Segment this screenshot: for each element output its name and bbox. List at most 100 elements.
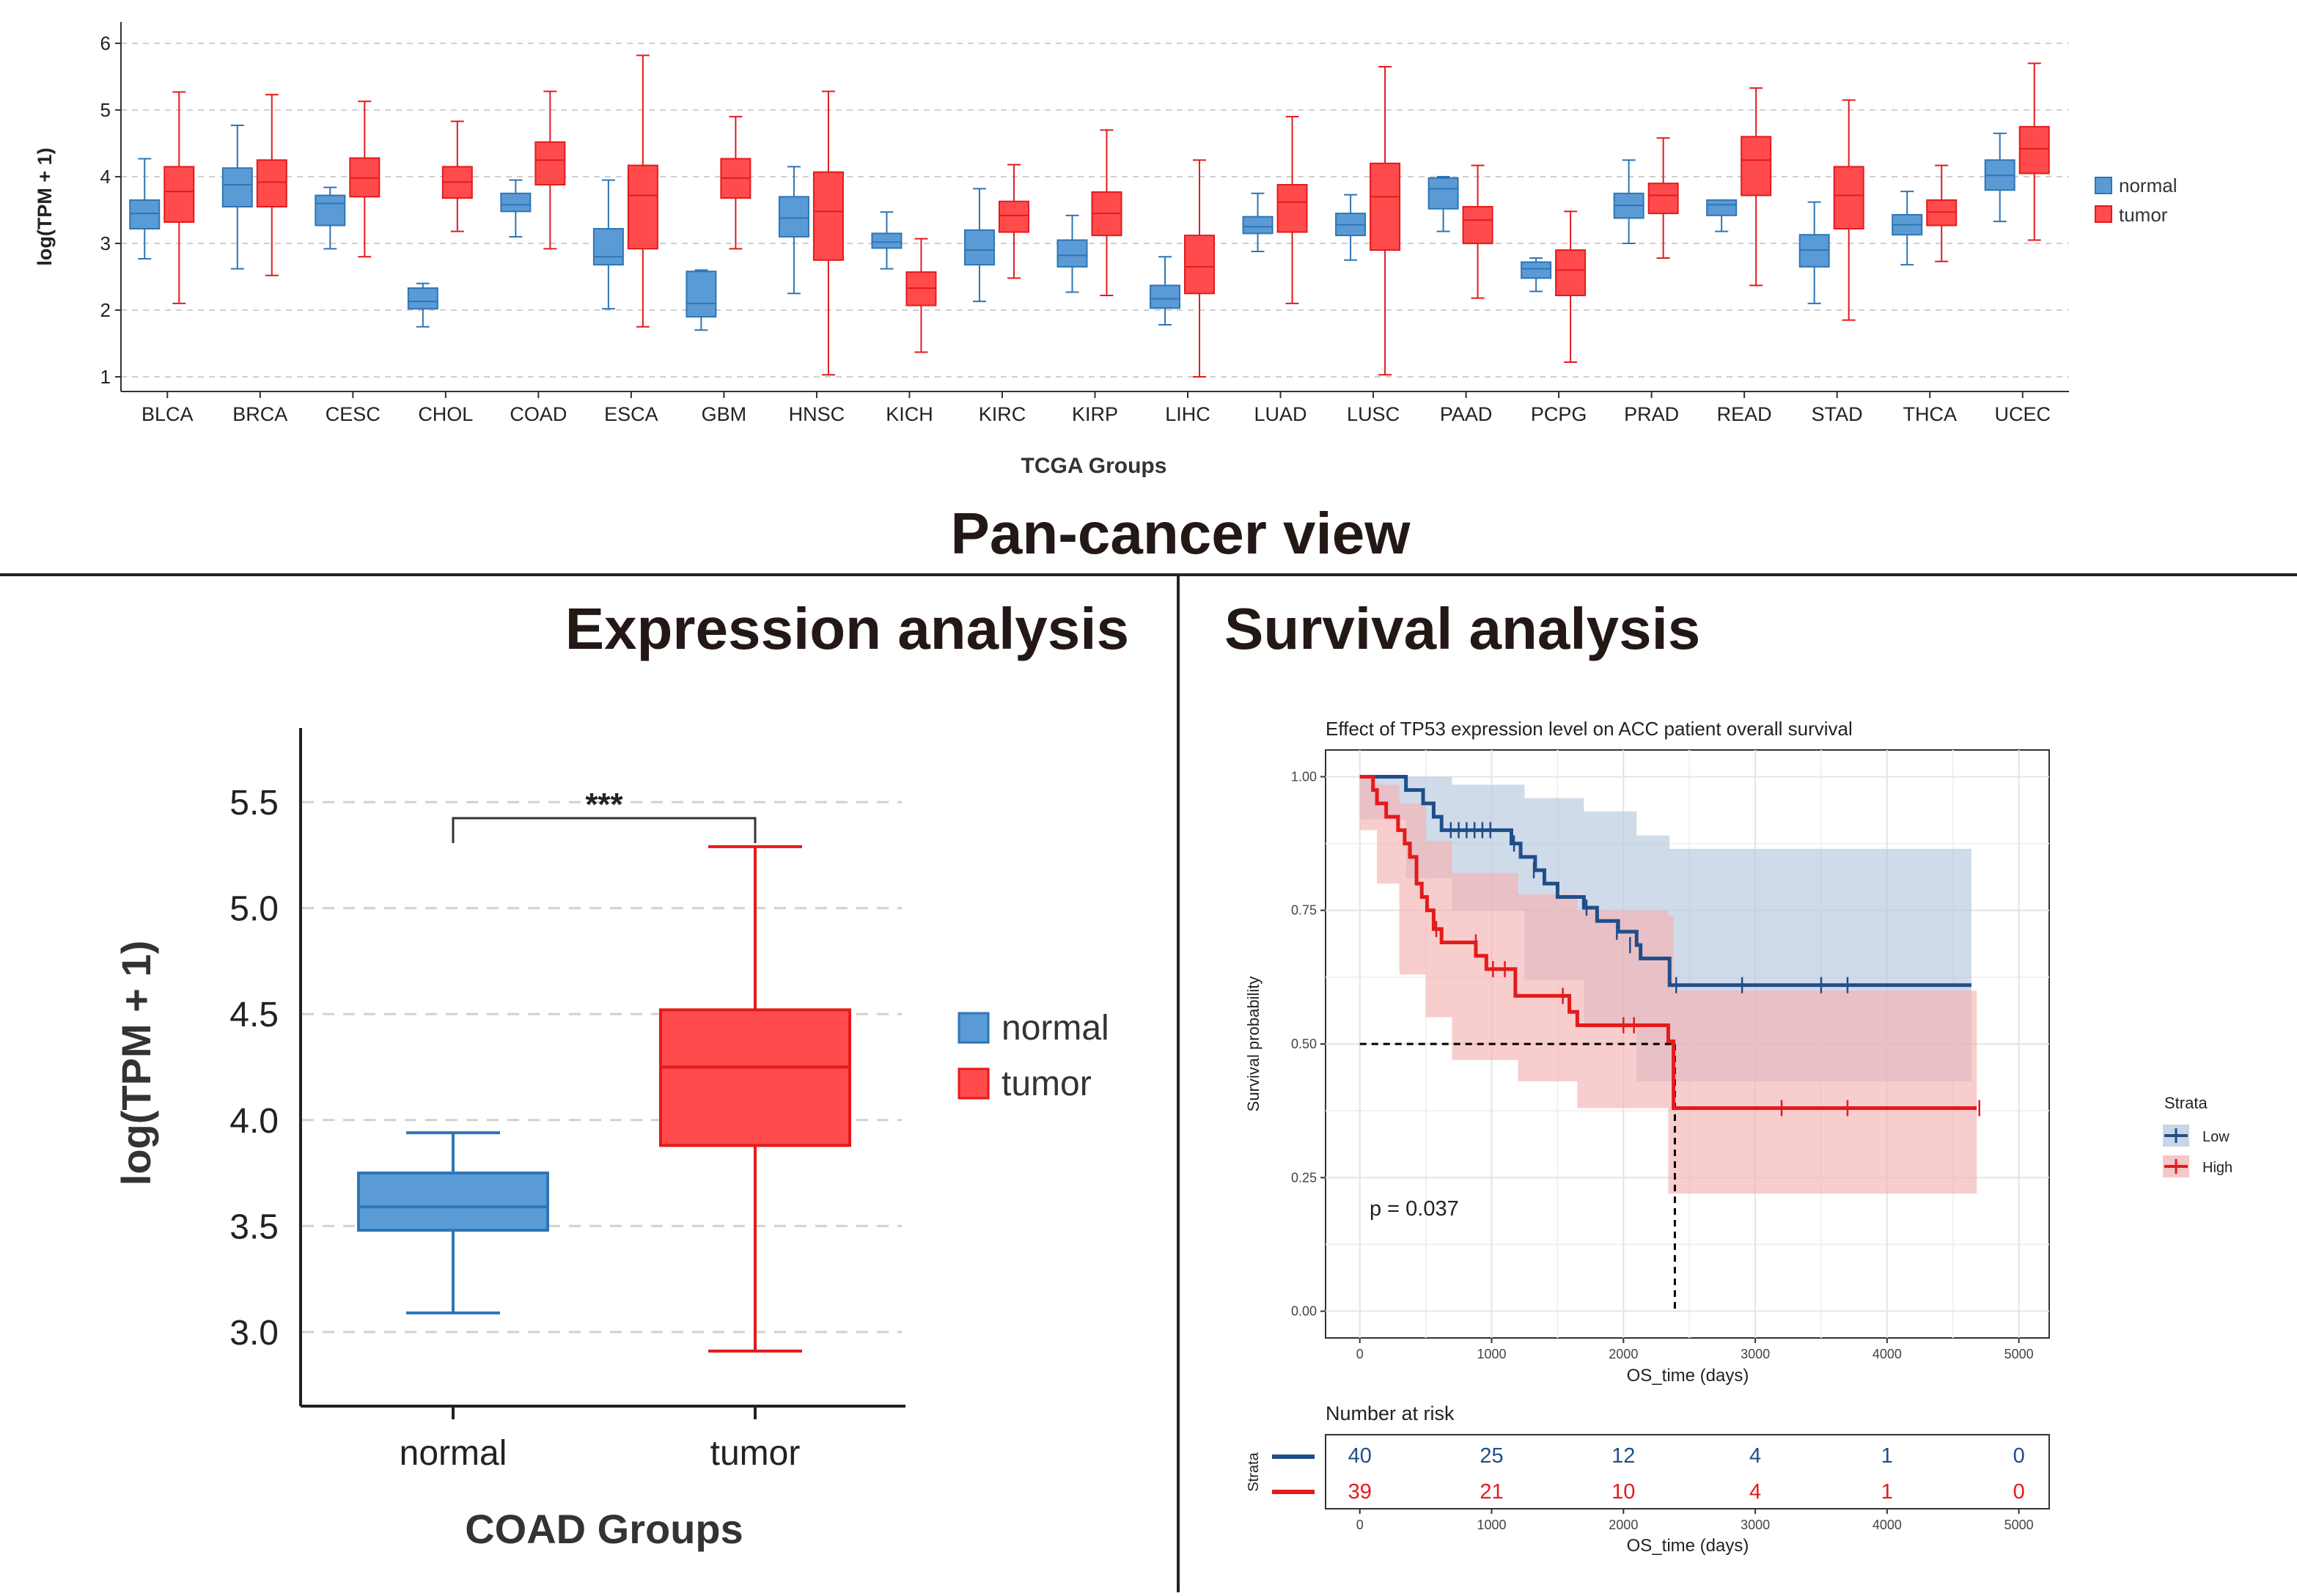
pan-cancer-x-ticks: BLCA BRCA CESC CHOL COAD ESCA GBM HNSC KICH KIRC K… [142,391,2051,425]
risk-x-tick-label: 1000 [1477,1518,1507,1532]
box-normal-kich-box [871,232,903,249]
coad-box-tumor [659,845,851,1353]
box-tumor-hnsc [812,90,844,376]
survival-x-tick-label: 5000 [2004,1347,2034,1361]
coad-x-axis-label: COAD Groups [465,1506,743,1552]
pan-cancer-y-tick-label: 2 [100,299,111,321]
box-tumor-brca-box [256,159,287,207]
pan-cancer-x-tick-label: BLCA [142,403,194,425]
box-normal-coad-box [500,192,532,213]
box-tumor-kich [905,238,937,353]
significance-bracket-line [452,817,757,843]
coad-y-tick-label: 3.0 [229,1314,279,1353]
box-normal-lihc [1150,256,1181,326]
box-tumor-brca [256,94,287,276]
box-normal-read [1706,199,1738,232]
box-normal-esca [592,179,624,310]
survival-curve-low [1359,774,1971,988]
box-tumor-kirc [998,163,1029,279]
legend-swatch-normal [2095,177,2112,194]
box-tumor-kirc-box [998,200,1029,233]
survival-y-tick-label: 1.00 [1291,769,1317,784]
pan-cancer-boxplot: 1 2 3 4 5 6 BLCA BRCA CESC CHOL COAD ESCA GBM HNSC KI… [34,22,2177,478]
risk-x-tick-label: 2000 [1609,1518,1638,1532]
box-tumor-blca-box [163,166,195,223]
box-normal-blca-box [129,199,161,230]
box-tumor-thca [1926,164,1958,262]
box-tumor-chol [441,120,473,232]
risk-x-tick-label: 0 [1356,1518,1364,1532]
risk-cell-high: 10 [1611,1480,1635,1504]
box-normal-hnsc [778,166,809,295]
risk-cell-high: 39 [1348,1480,1372,1504]
legend-label-tumor: tumor [2119,204,2168,226]
box-normal-lihc-box [1150,284,1181,309]
coad-box-normal [357,1131,549,1314]
box-normal-brca-box [221,167,253,207]
significance-bracket: *** [452,787,757,843]
risk-table-cells: 40 25 12 4 1 039 21 10 4 1 0 [1348,1444,2025,1504]
box-normal-luad-box [1242,216,1274,235]
coad-x-tick-label: normal [400,1434,507,1473]
expression-section-title: Expression analysis [565,596,1129,661]
coad-y-ticks: 3.0 3.5 4.0 4.5 5.0 5.5 [229,784,279,1353]
median-survival-lines [1359,1042,1676,1312]
box-tumor-ucec [2018,62,2050,241]
coad-y-tick-label: 4.5 [229,996,279,1034]
box-tumor-lihc-box [1184,235,1216,295]
survival-x-tick-label: 4000 [1872,1347,1902,1361]
survival-y-tick-label: 0.75 [1291,903,1317,918]
box-tumor-luad-box [1276,183,1308,233]
risk-x-tick-label: 3000 [1741,1518,1770,1532]
box-normal-kirp [1056,214,1088,293]
coad-x-tick-label: tumor [710,1434,801,1473]
box-normal-ucec [1984,132,2015,223]
box-tumor-read-box [1741,136,1772,196]
coad-box-tumor-box [659,1008,851,1147]
legend-label-normal: normal [2119,174,2177,196]
survival-legend-title: Strata [2164,1094,2208,1112]
box-normal-kich [871,211,903,270]
box-tumor-paad [1462,164,1493,299]
pan-cancer-legend: normal tumor [2095,174,2177,226]
survival-legend-label-high: High [2202,1160,2232,1176]
legend-swatch-tumor [2095,205,2112,223]
coad-y-tick-label: 5.5 [229,784,279,823]
survival-x-ticks: 0 1000 2000 3000 4000 5000 [1356,1338,2034,1361]
risk-cell-low: 12 [1611,1444,1635,1468]
survival-plot: Effect of TP53 expression level on ACC p… [1244,718,2232,1386]
box-tumor-hnsc-box [812,171,844,261]
coad-boxes [357,845,851,1353]
risk-table-x-axis-label: OS_time (days) [1627,1536,1749,1556]
risk-x-tick-label: 5000 [2004,1518,2034,1532]
box-tumor-lihc [1184,159,1216,378]
survival-x-tick-label: 0 [1356,1347,1364,1361]
survival-x-tick-label: 1000 [1477,1347,1507,1361]
box-normal-chol [407,282,438,328]
box-normal-coad [500,179,532,238]
risk-table-x-ticks: 0 1000 2000 3000 4000 5000 [1356,1509,2034,1532]
risk-table-y-label: Strata [1246,1452,1262,1491]
box-normal-luad [1242,192,1274,252]
survival-y-axis-label: Survival probability [1244,977,1263,1112]
censor-marks [1435,822,1980,1117]
box-normal-brca [221,125,253,270]
box-tumor-cesc [349,100,381,258]
box-tumor-coad-box [534,141,566,185]
box-normal-cesc-box [315,194,346,227]
pan-cancer-x-tick-label: LIHC [1165,403,1210,425]
box-normal-blca [129,158,161,260]
pan-cancer-x-tick-label: GBM [702,403,747,425]
box-tumor-stad [1833,99,1864,321]
box-normal-gbm [686,269,717,331]
coad-legend-label-tumor: tumor [1002,1064,1092,1103]
box-normal-chol-box [407,287,438,310]
box-tumor-read [1741,87,1772,287]
survival-curves [1359,774,1977,1110]
survival-y-tick-label: 0.00 [1291,1304,1317,1319]
pan-cancer-x-tick-label: UCEC [1994,403,2051,425]
box-normal-pcpg [1521,257,1552,293]
box-normal-cesc [315,186,346,250]
box-tumor-prad-box [1647,183,1679,215]
risk-cell-high: 0 [2013,1480,2025,1504]
